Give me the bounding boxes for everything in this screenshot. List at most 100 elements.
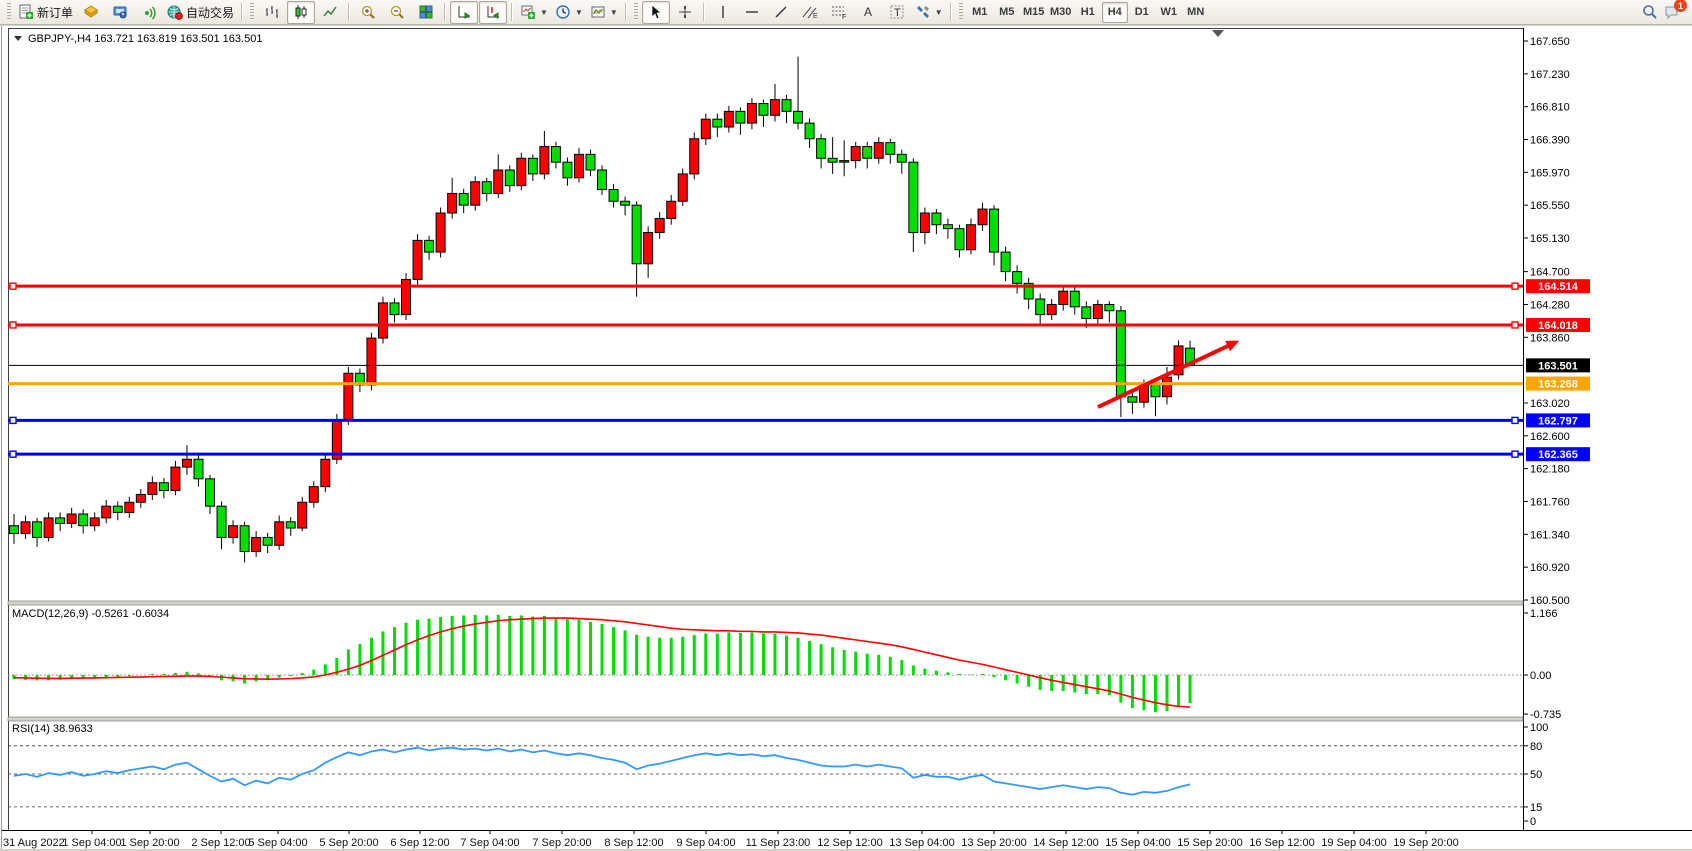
- bull-candle: [20, 521, 31, 535]
- search-icon[interactable]: [1642, 4, 1658, 20]
- bull-candle: [700, 118, 711, 140]
- trendline-button[interactable]: [767, 1, 795, 24]
- add-indicator-button[interactable]: ▼: [517, 1, 551, 24]
- bull-candle: [1046, 303, 1057, 316]
- horizontal-line-icon: [745, 11, 758, 13]
- horizontal-lines-layer: 164.514 164.018 163.501 163.268 162.797 162.3…: [8, 279, 1590, 462]
- toolbar-grip[interactable]: [958, 3, 963, 21]
- svg-text:162.600: 162.600: [1530, 431, 1570, 443]
- bull-candle: [435, 212, 446, 253]
- notifications-button[interactable]: 1: [1664, 0, 1687, 20]
- vertical-line-button[interactable]: [709, 1, 737, 24]
- symbol-dropdown-icon[interactable]: [14, 36, 22, 41]
- chart-bars-button[interactable]: [258, 1, 286, 24]
- crosshair-button[interactable]: [671, 1, 699, 24]
- line-handle[interactable]: [1511, 450, 1519, 458]
- autotrading-icon: [167, 5, 183, 20]
- templates-button[interactable]: ▼: [587, 1, 621, 24]
- bull-candle: [308, 486, 319, 503]
- chart-line-button[interactable]: [316, 1, 344, 24]
- horizontal-line-164.514[interactable]: 164.514: [8, 279, 1590, 294]
- timeframe-m5-button[interactable]: M5: [999, 6, 1015, 18]
- timeframe-d1-button[interactable]: D1: [1134, 6, 1149, 18]
- auto-scroll-button[interactable]: [450, 0, 479, 24]
- text-button[interactable]: A: [854, 1, 882, 24]
- add-indicator-icon: [521, 5, 536, 19]
- timeframe-m15-button[interactable]: M15: [1023, 6, 1045, 18]
- periods-button[interactable]: ▼: [552, 1, 586, 24]
- timeframe-m30-button[interactable]: M30: [1050, 6, 1072, 18]
- line-handle[interactable]: [9, 282, 17, 290]
- zoom-in-button[interactable]: [354, 1, 382, 24]
- bear-candle: [504, 169, 515, 187]
- timeframe-h1-button[interactable]: H1: [1080, 6, 1095, 18]
- horizontal-line-162.365[interactable]: 162.365: [8, 447, 1590, 462]
- text-label-button[interactable]: T: [883, 1, 911, 24]
- bear-candle: [908, 161, 919, 234]
- bear-candle: [620, 200, 631, 206]
- toolbar-grip[interactable]: [7, 3, 11, 21]
- toolbar-grip[interactable]: [633, 3, 638, 21]
- notification-badge: 1: [1674, 0, 1687, 12]
- bear-candle: [1104, 303, 1115, 312]
- time-label: 19 Sep 20:00: [1393, 837, 1458, 849]
- fibonacci-button[interactable]: F: [825, 1, 853, 24]
- line-handle[interactable]: [9, 416, 17, 425]
- bull-candle: [539, 146, 550, 175]
- zoom-in-icon: [361, 5, 375, 19]
- chart-shift-button[interactable]: [479, 0, 508, 24]
- horizontal-line-button[interactable]: [738, 1, 766, 24]
- bull-candle: [66, 513, 77, 524]
- chart-shift-marker[interactable]: [1212, 30, 1224, 37]
- chart-candles-button[interactable]: [287, 0, 316, 24]
- signal-icon: [145, 6, 156, 20]
- autotrading-button[interactable]: 自动交易: [164, 1, 237, 24]
- new-order-button[interactable]: 新订单: [15, 1, 76, 24]
- time-label: 5 Sep 20:00: [319, 837, 378, 849]
- navigator-button[interactable]: [106, 1, 134, 24]
- bear-candle: [216, 505, 227, 538]
- arrows-tool-button[interactable]: ▼: [912, 1, 946, 24]
- rsi-panel-splitter[interactable]: [7, 716, 1524, 722]
- cursor-button[interactable]: [641, 0, 670, 24]
- timeframe-m1-button[interactable]: M1: [972, 6, 988, 18]
- tile-windows-button[interactable]: [412, 1, 440, 24]
- macd-panel-splitter[interactable]: [7, 600, 1524, 606]
- time-label: 7 Sep 04:00: [460, 837, 519, 849]
- timeframe-w1-button[interactable]: W1: [1160, 6, 1177, 18]
- bear-candle: [1035, 298, 1046, 316]
- toolbar-grip[interactable]: [250, 3, 255, 21]
- dropdown-caret-icon: ▼: [574, 7, 583, 17]
- trend-arrow-annotation[interactable]: [1097, 340, 1240, 409]
- horizontal-line-163.268[interactable]: 163.268: [8, 376, 1590, 391]
- line-handle[interactable]: [9, 321, 17, 329]
- macd-signal-line: [13, 617, 1191, 708]
- line-handle[interactable]: [1511, 321, 1519, 329]
- bear-candle: [389, 302, 400, 316]
- svg-text:163.268: 163.268: [1538, 379, 1578, 391]
- horizontal-line-162.797[interactable]: 162.797: [8, 413, 1590, 428]
- equidistant-channel-button[interactable]: E: [796, 1, 824, 24]
- chart-window: 167.650 167.230 166.810 166.390 165.970 165.5…: [0, 26, 1692, 851]
- zoom-out-button[interactable]: [383, 1, 411, 24]
- svg-text:GBPJPY-,H4 163.721 163.819 16: GBPJPY-,H4 163.721 163.819 163.501 163.5…: [28, 33, 262, 45]
- timeframe-h4-button[interactable]: H4: [1101, 1, 1128, 23]
- horizontal-line-163.501[interactable]: 163.501: [8, 358, 1590, 373]
- bull-candle: [320, 458, 331, 488]
- market-watch-button[interactable]: [77, 1, 105, 24]
- svg-text:164.514: 164.514: [1538, 281, 1579, 293]
- bull-candle: [850, 146, 861, 162]
- line-handle[interactable]: [1511, 416, 1519, 425]
- bull-candle: [366, 337, 377, 386]
- chart-canvas[interactable]: 167.650 167.230 166.810 166.390 165.970 165.5…: [0, 26, 1692, 851]
- bear-candle: [481, 181, 492, 194]
- terminal-button[interactable]: [135, 1, 163, 24]
- price-tag: [1526, 413, 1590, 428]
- timeframe-mn-button[interactable]: MN: [1187, 6, 1205, 18]
- svg-text:163.020: 163.020: [1530, 398, 1570, 410]
- line-handle[interactable]: [1511, 282, 1519, 290]
- line-handle[interactable]: [9, 450, 17, 458]
- horizontal-line-164.018[interactable]: 164.018: [8, 317, 1590, 332]
- bear-candle: [527, 157, 538, 175]
